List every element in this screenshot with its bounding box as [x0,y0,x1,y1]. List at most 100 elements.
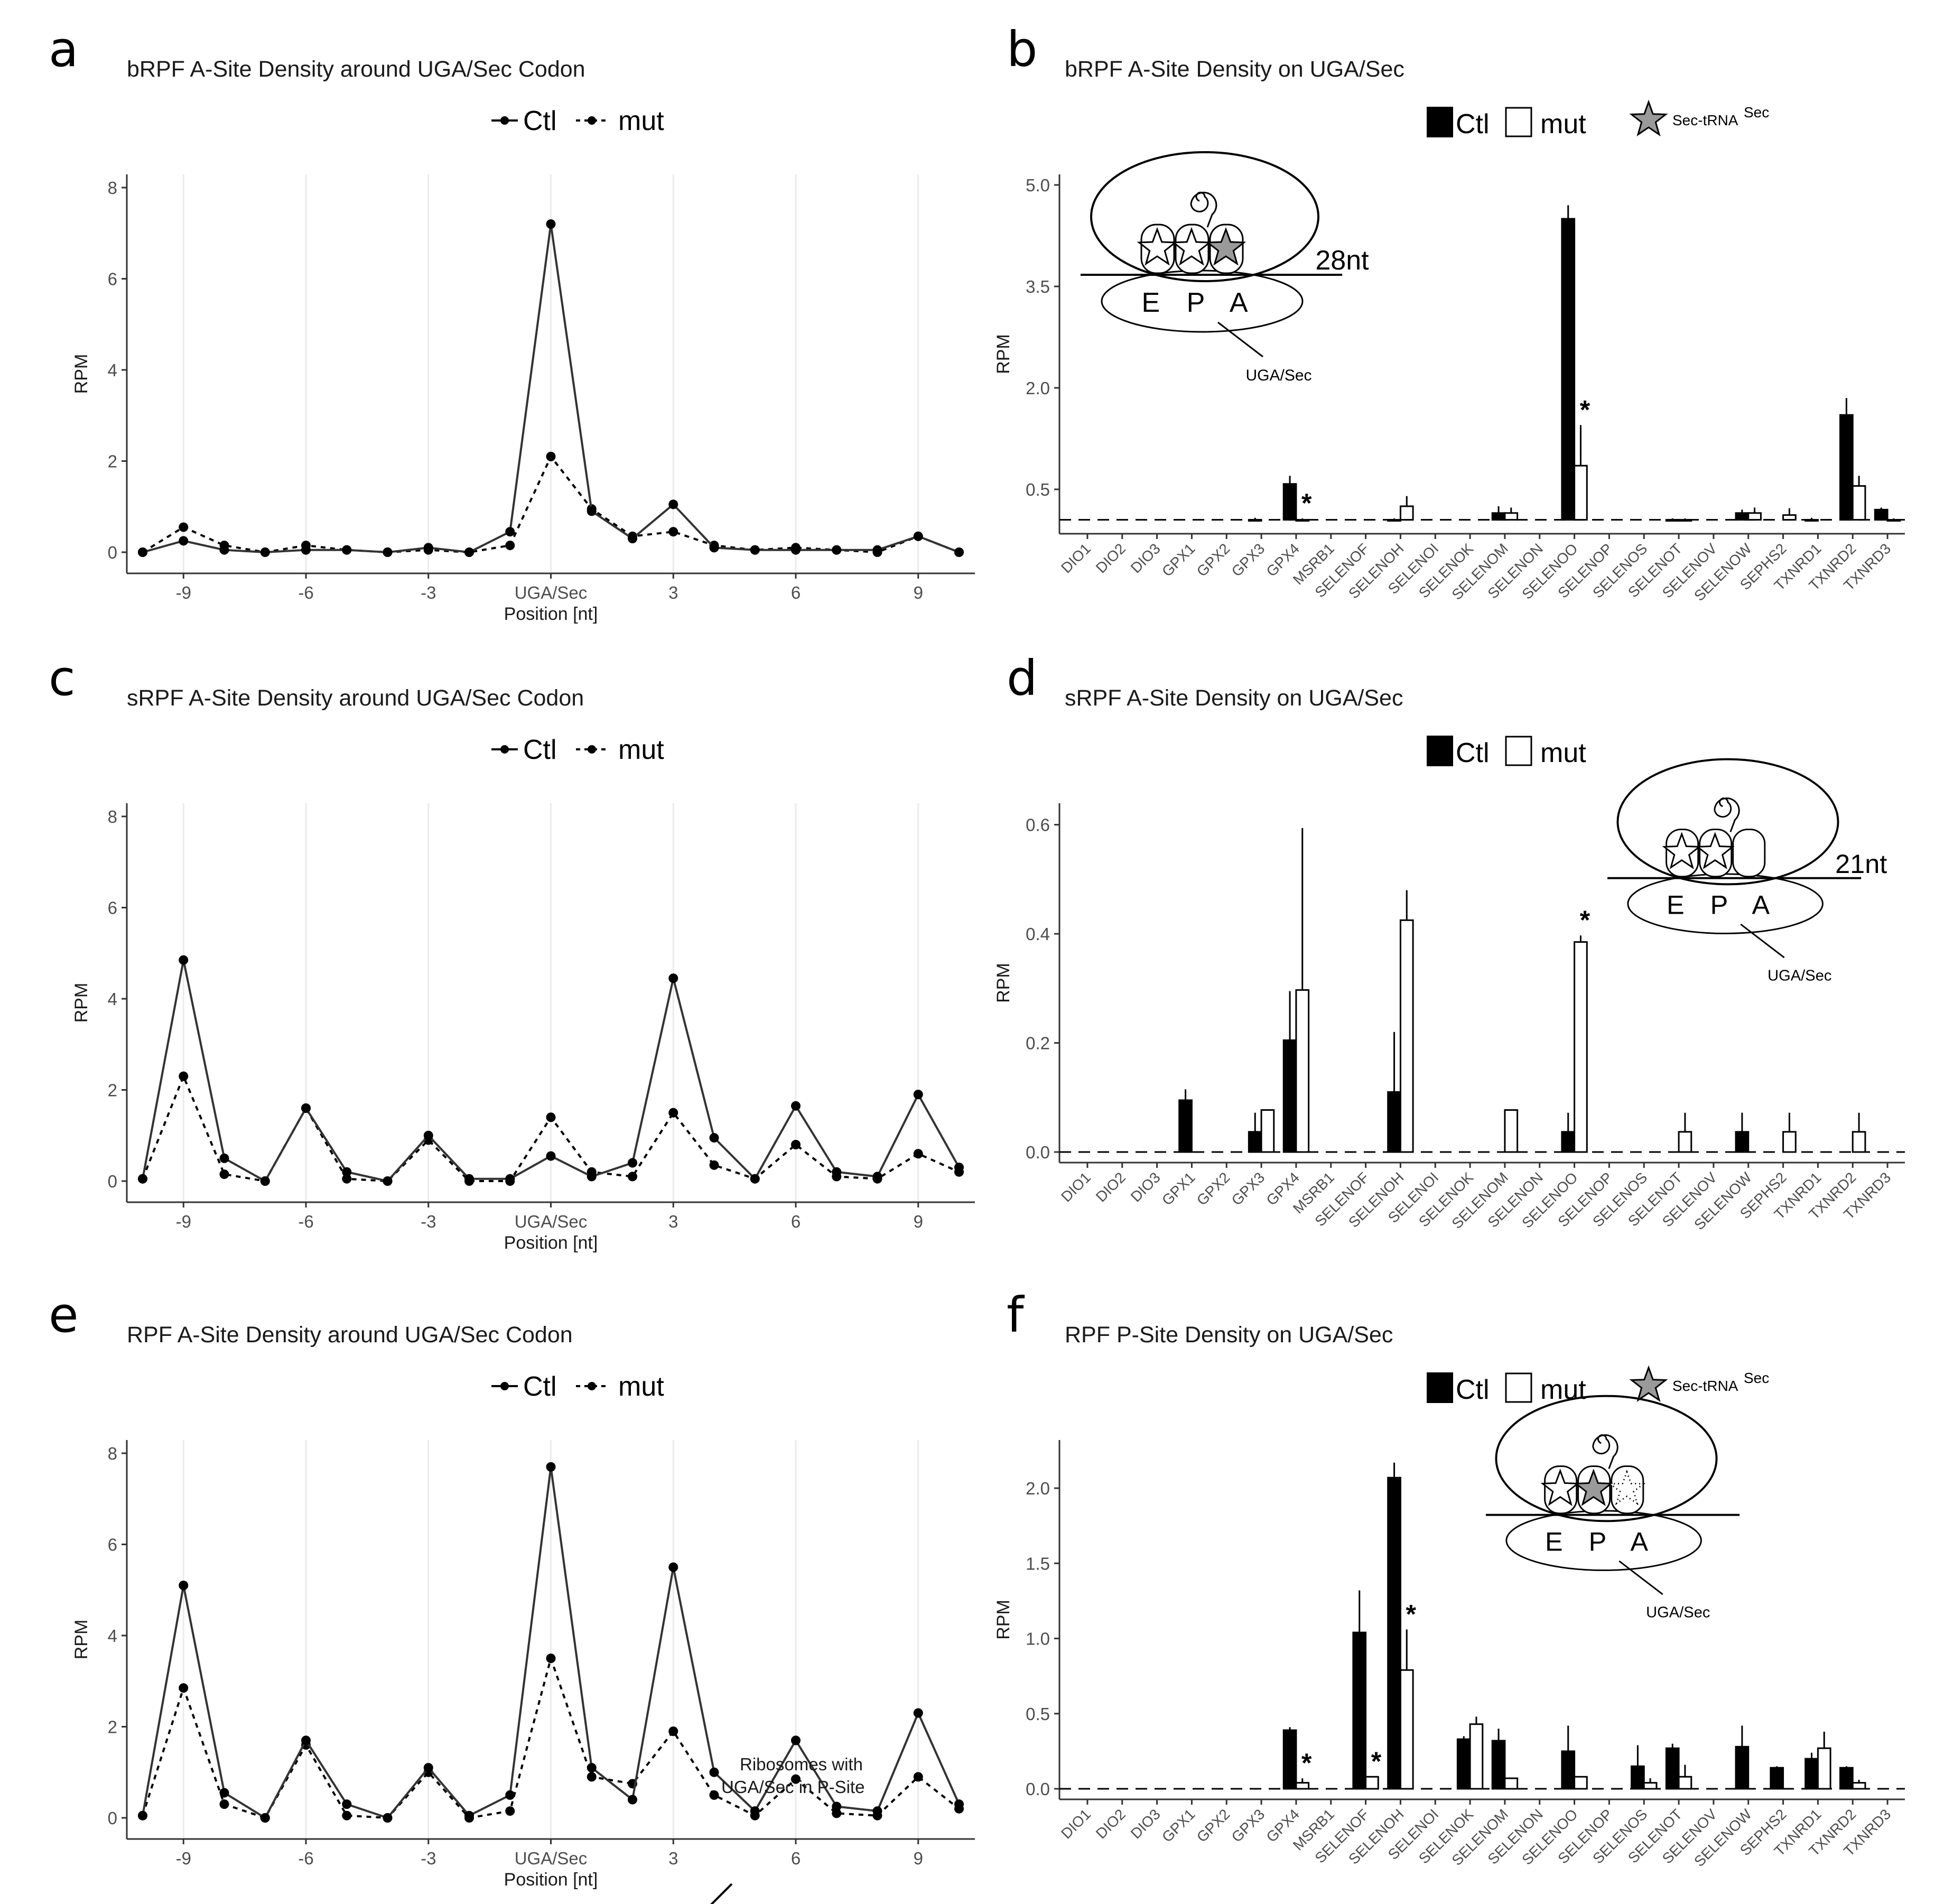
point-mut [219,1169,229,1179]
ribosome-inset: E P A 21nt UGA/Sec [1607,758,1887,984]
point-Ctl [668,1562,678,1572]
point-Ctl [464,1174,474,1184]
point-Ctl [179,1581,189,1591]
point-Ctl [219,1788,229,1798]
bar-Ctl [1248,519,1262,522]
y-tick-label: 8 [108,1444,117,1463]
point-Ctl [383,547,393,557]
y-axis-title: RPM [71,354,91,394]
significance-star: * [1406,1599,1417,1629]
spiral-icon [1190,191,1217,228]
point-mut [179,522,189,532]
panel-letter: f [1007,1287,1025,1343]
significance-star: * [1301,1748,1312,1778]
spiral-icon [1592,1434,1618,1469]
trna-icon [1732,829,1766,878]
point-Ctl [628,1158,637,1168]
sec-star-icon [1205,227,1246,266]
gridlines [182,803,919,1202]
point-Ctl [423,1130,433,1140]
point-Ctl [709,1767,719,1777]
bar-Ctl [1561,1131,1576,1153]
legend-sec-star-icon [1629,1365,1668,1403]
legend: Ctl mut [491,106,664,136]
panel-title: bRPF A-Site Density on UGA/Sec [1065,57,1404,82]
legend-sec-label: Sec-tRNA [1672,1378,1738,1394]
gene-label: DIO1 [1058,540,1094,576]
legend-ctl-swatch [1427,1372,1453,1403]
y-tick-label: 6 [108,270,117,289]
bar-Ctl [1387,1091,1401,1153]
y-tick-label: 0.2 [1026,1034,1050,1053]
point-mut [342,1810,352,1821]
codon-pointer [1740,923,1785,959]
large-subunit [1495,1395,1718,1522]
bar-Ctl [1770,1767,1784,1790]
point-Ctl [423,1763,433,1773]
legend-mut-marker [588,745,596,754]
bar-Ctl [1282,483,1297,521]
annotation-text: Ribosomes with UGA/Sec in P-Site [721,1754,864,1797]
point-Ctl [423,543,433,553]
y-axis-title: RPM [993,1600,1013,1640]
panel-title: RPF P-Site Density on UGA/Sec [1065,1322,1393,1348]
y-tick-label: 0 [108,1808,117,1828]
panel-b: b bRPF A-Site Density on UGA/Sec Ctl mut Sec… [993,21,1905,604]
ribosome-inset: E P A UGA/Sec [1486,1395,1740,1621]
point-Ctl [587,1172,597,1182]
bar-mut [1817,1747,1831,1790]
y-tick-label: 8 [108,807,117,826]
bar-mut [1852,1782,1866,1790]
point-Ctl [301,1735,311,1745]
legend-ctl-marker [500,116,509,125]
bar-Ctl [1387,519,1401,522]
panel-a: a bRPF A-Site Density around UGA/Sec Codo… [49,21,975,624]
bar-Ctl [1178,1099,1193,1153]
point-mut [505,541,515,551]
legend-mut-swatch [1505,107,1532,137]
site-labels: E P A [1141,287,1257,318]
bar-mut [1643,1782,1658,1790]
point-Ctl [954,1163,964,1173]
y-tick-label: 6 [108,1535,117,1555]
panel-title: sRPF A-Site Density on UGA/Sec [1065,685,1403,711]
bar-mut [1399,1669,1414,1790]
point-mut [832,1808,842,1818]
gene-label: DIO2 [1093,540,1129,576]
point-mut [505,1806,515,1816]
legend-mut-swatch [1505,736,1532,766]
point-mut [668,1726,678,1736]
point-mut [546,1654,556,1664]
panel-title: RPF A-Site Density around UGA/Sec Codon [127,1322,573,1348]
bar-mut [1399,919,1414,1153]
legend-ctl-marker [500,1382,509,1390]
legend: Ctl mut Sec-tRNA Sec [1427,1365,1769,1405]
bar-mut [1295,1782,1310,1790]
legend-sec-superscript: Sec [1744,104,1769,120]
legend-ctl-label: Ctl [1456,109,1490,140]
star-icon [1695,832,1735,869]
bar-Ctl [1456,1738,1471,1790]
x-tick-label: -3 [421,1849,436,1868]
footprint-length: 28nt [1315,245,1369,276]
bar-mut [1852,1131,1866,1153]
bar-Ctl [1735,1131,1750,1153]
bar-mut [1295,989,1310,1153]
y-tick-label: 0.0 [1026,1779,1050,1799]
x-tick-label: 3 [668,583,678,602]
codon-label: UGA/Sec [1767,968,1831,984]
legend-mut-label: mut [618,735,664,765]
gene-label: GPX2 [1194,1169,1233,1209]
panel-f: f RPF P-Site Density on UGA/Sec Ctl mut Sec-… [993,1287,1905,1870]
significance-star: * [1371,1747,1382,1776]
point-Ctl [138,1810,147,1821]
panel-d: d sRPF A-Site Density on UGA/Sec Ctl mut 0.0… [993,650,1905,1233]
bar-mut [1678,519,1692,522]
star-icon [1540,1469,1580,1506]
point-Ctl [179,536,189,546]
x-tick-label: UGA/Sec [515,583,588,602]
y-tick-label: 3.5 [1026,277,1050,296]
gene-label: DIO3 [1128,540,1164,576]
gene-label: GPX2 [1194,540,1233,580]
point-Ctl [668,973,678,983]
